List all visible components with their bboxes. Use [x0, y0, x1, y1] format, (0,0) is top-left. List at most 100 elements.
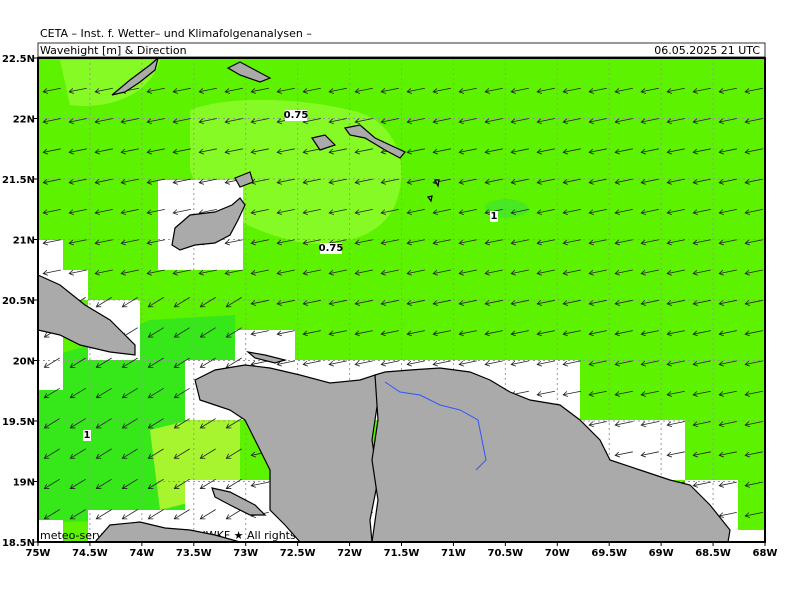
wave-arrow: [250, 330, 269, 337]
wave-arrow: [43, 418, 60, 429]
wave-arrow: [744, 269, 763, 276]
wave-arrow: [172, 118, 191, 125]
wave-arrow: [588, 390, 607, 397]
wave-arrow: [510, 87, 529, 94]
wave-arrow: [484, 299, 503, 306]
wave-arrow: [147, 327, 164, 338]
wave-arrow: [432, 299, 451, 306]
wave-arrow: [484, 87, 503, 94]
wave-arrow: [68, 209, 87, 216]
wave-arrow: [614, 209, 633, 216]
wave-arrow: [199, 478, 216, 490]
wave-arrow: [172, 148, 191, 155]
wave-arrow: [225, 418, 242, 429]
wave-arrow: [94, 118, 113, 125]
wave-arrow: [198, 87, 217, 94]
wave-arrow: [640, 118, 659, 125]
wave-arrow: [94, 178, 113, 185]
wave-arrow: [588, 118, 607, 125]
wave-arrow: [406, 209, 425, 216]
wave-arrow: [94, 148, 113, 155]
wave-arrow: [121, 478, 138, 490]
wave-arrow: [588, 360, 607, 367]
wave-arrow: [68, 178, 87, 185]
wave-arrow: [484, 148, 503, 155]
wave-arrow: [484, 330, 503, 337]
y-tick-label: 21.5N: [2, 175, 35, 186]
wave-arrow: [224, 269, 243, 276]
wave-arrow: [692, 451, 711, 458]
wave-arrow: [120, 239, 139, 246]
wave-arrow: [432, 118, 451, 125]
wave-arrow: [692, 390, 711, 397]
wave-arrow: [666, 269, 685, 276]
wave-arrow: [640, 148, 659, 155]
wave-arrow: [328, 118, 347, 125]
wave-arrow: [225, 297, 242, 308]
wave-arrow: [718, 451, 737, 458]
wave-arrow: [198, 118, 217, 125]
wave-arrow: [147, 418, 164, 429]
wave-arrow: [458, 360, 477, 367]
wave-arrow: [666, 451, 685, 458]
wave-arrow: [224, 87, 243, 94]
wave-arrow: [406, 118, 425, 125]
wave-arrow: [69, 357, 86, 368]
wave-arrow: [744, 239, 763, 246]
x-tick-label: 74W: [129, 548, 154, 559]
wave-arrow: [458, 330, 477, 337]
contour-label-bg: [490, 211, 498, 222]
wave-arrow: [328, 148, 347, 155]
date: 06.05.2025 21 UTC: [654, 44, 760, 57]
wave-arrow: [276, 269, 295, 276]
wave-arrow: [354, 148, 373, 155]
land: [37, 56, 731, 543]
wave-arrow: [666, 239, 685, 246]
great-inagua: [171, 197, 246, 251]
y-tick-label: 21N: [13, 236, 35, 247]
wave-arrow: [406, 330, 425, 337]
wave-arrow: [147, 297, 164, 308]
wave-arrow: [95, 357, 112, 368]
wave-arrow: [432, 209, 451, 216]
wave-arrow: [147, 478, 164, 490]
contour-label: 1: [84, 430, 91, 441]
wave-arrow: [614, 421, 633, 428]
wave-arrow: [120, 148, 139, 155]
wave-arrow: [94, 239, 113, 246]
wave-arrow: [146, 239, 165, 246]
wave-arrow: [718, 178, 737, 185]
wave-arrow: [588, 239, 607, 246]
wave-arrow: [147, 448, 164, 459]
wave-arrow: [147, 509, 164, 520]
wave-arrow: [120, 178, 139, 185]
wave-arrow: [744, 481, 763, 488]
wave-arrow: [146, 269, 165, 276]
wave-arrow: [276, 209, 295, 216]
wave-arrow: [43, 448, 60, 459]
wave-arrow: [199, 448, 216, 459]
wave-arrow: [562, 178, 581, 185]
wave-arrow: [692, 299, 711, 306]
wave-arrow: [328, 360, 347, 367]
x-tick-label: 69.5W: [591, 548, 627, 559]
wave-arrow: [484, 269, 503, 276]
wave-arrow: [146, 87, 165, 94]
wave-arrow: [120, 269, 139, 276]
wave-arrow: [432, 360, 451, 367]
wave-arrow: [42, 209, 61, 216]
y-tick-label: 19.5N: [2, 417, 35, 428]
wave-arrow: [692, 87, 711, 94]
wave-arrow: [302, 178, 321, 185]
wave-arrow: [432, 330, 451, 337]
wave-arrow: [302, 239, 321, 246]
title: CETA – Inst. f. Wetter– und Klimafolgena…: [40, 27, 312, 40]
wave-arrow: [406, 148, 425, 155]
wave-arrow: [692, 118, 711, 125]
wave-arrow: [588, 209, 607, 216]
wave-arrow: [614, 269, 633, 276]
wave-arrow: [744, 178, 763, 185]
wave-arrow: [744, 390, 763, 397]
wave-arrow: [68, 239, 87, 246]
